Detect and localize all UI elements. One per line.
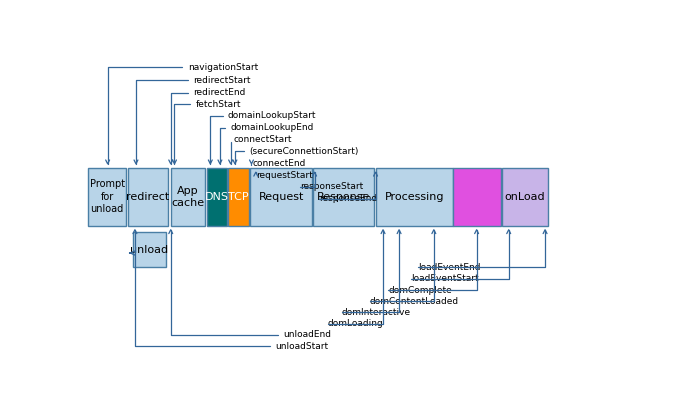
Text: fetchStart: fetchStart — [196, 100, 241, 109]
Text: redirect: redirect — [126, 192, 170, 202]
Text: loadEventEnd: loadEventEnd — [418, 263, 480, 271]
Bar — [207, 168, 228, 225]
Bar — [228, 168, 249, 225]
Text: domLoading: domLoading — [328, 319, 384, 328]
Bar — [502, 168, 548, 225]
Bar — [453, 168, 501, 225]
Text: domComplete: domComplete — [388, 286, 452, 295]
Text: responseStart: responseStart — [300, 182, 364, 191]
Text: Response: Response — [317, 192, 371, 202]
Text: (secureConnettionStart): (secureConnettionStart) — [249, 147, 359, 156]
Bar — [128, 168, 168, 225]
Bar — [250, 168, 312, 225]
Bar — [88, 168, 126, 225]
Text: requestStart: requestStart — [256, 171, 313, 180]
Text: responseEnd: responseEnd — [319, 194, 377, 203]
Text: connectEnd: connectEnd — [252, 159, 306, 168]
Text: loadEventStart: loadEventStart — [411, 274, 479, 283]
Text: domInteractive: domInteractive — [342, 308, 411, 317]
Text: onLoad: onLoad — [504, 192, 545, 202]
Text: redirectEnd: redirectEnd — [193, 88, 246, 98]
Text: Prompt
for
unload: Prompt for unload — [90, 179, 125, 214]
Text: TCP: TCP — [228, 192, 249, 202]
Text: domainLookupStart: domainLookupStart — [228, 112, 317, 120]
Text: domainLookupEnd: domainLookupEnd — [230, 123, 314, 132]
Text: navigationStart: navigationStart — [188, 63, 258, 72]
Text: domContentLoaded: domContentLoaded — [370, 297, 459, 306]
Text: Processing: Processing — [384, 192, 444, 202]
Text: redirectStart: redirectStart — [193, 76, 250, 85]
Text: Request: Request — [259, 192, 304, 202]
Bar — [313, 168, 375, 225]
Text: App
cache: App cache — [172, 186, 205, 208]
Bar — [375, 168, 453, 225]
Text: connectStart: connectStart — [233, 135, 292, 144]
Bar — [170, 168, 206, 225]
Text: DNS: DNS — [205, 192, 229, 202]
Bar — [132, 232, 166, 267]
Text: unloadStart: unloadStart — [275, 342, 328, 351]
Text: unloadEnd: unloadEnd — [283, 330, 331, 339]
Text: unload: unload — [130, 244, 168, 254]
